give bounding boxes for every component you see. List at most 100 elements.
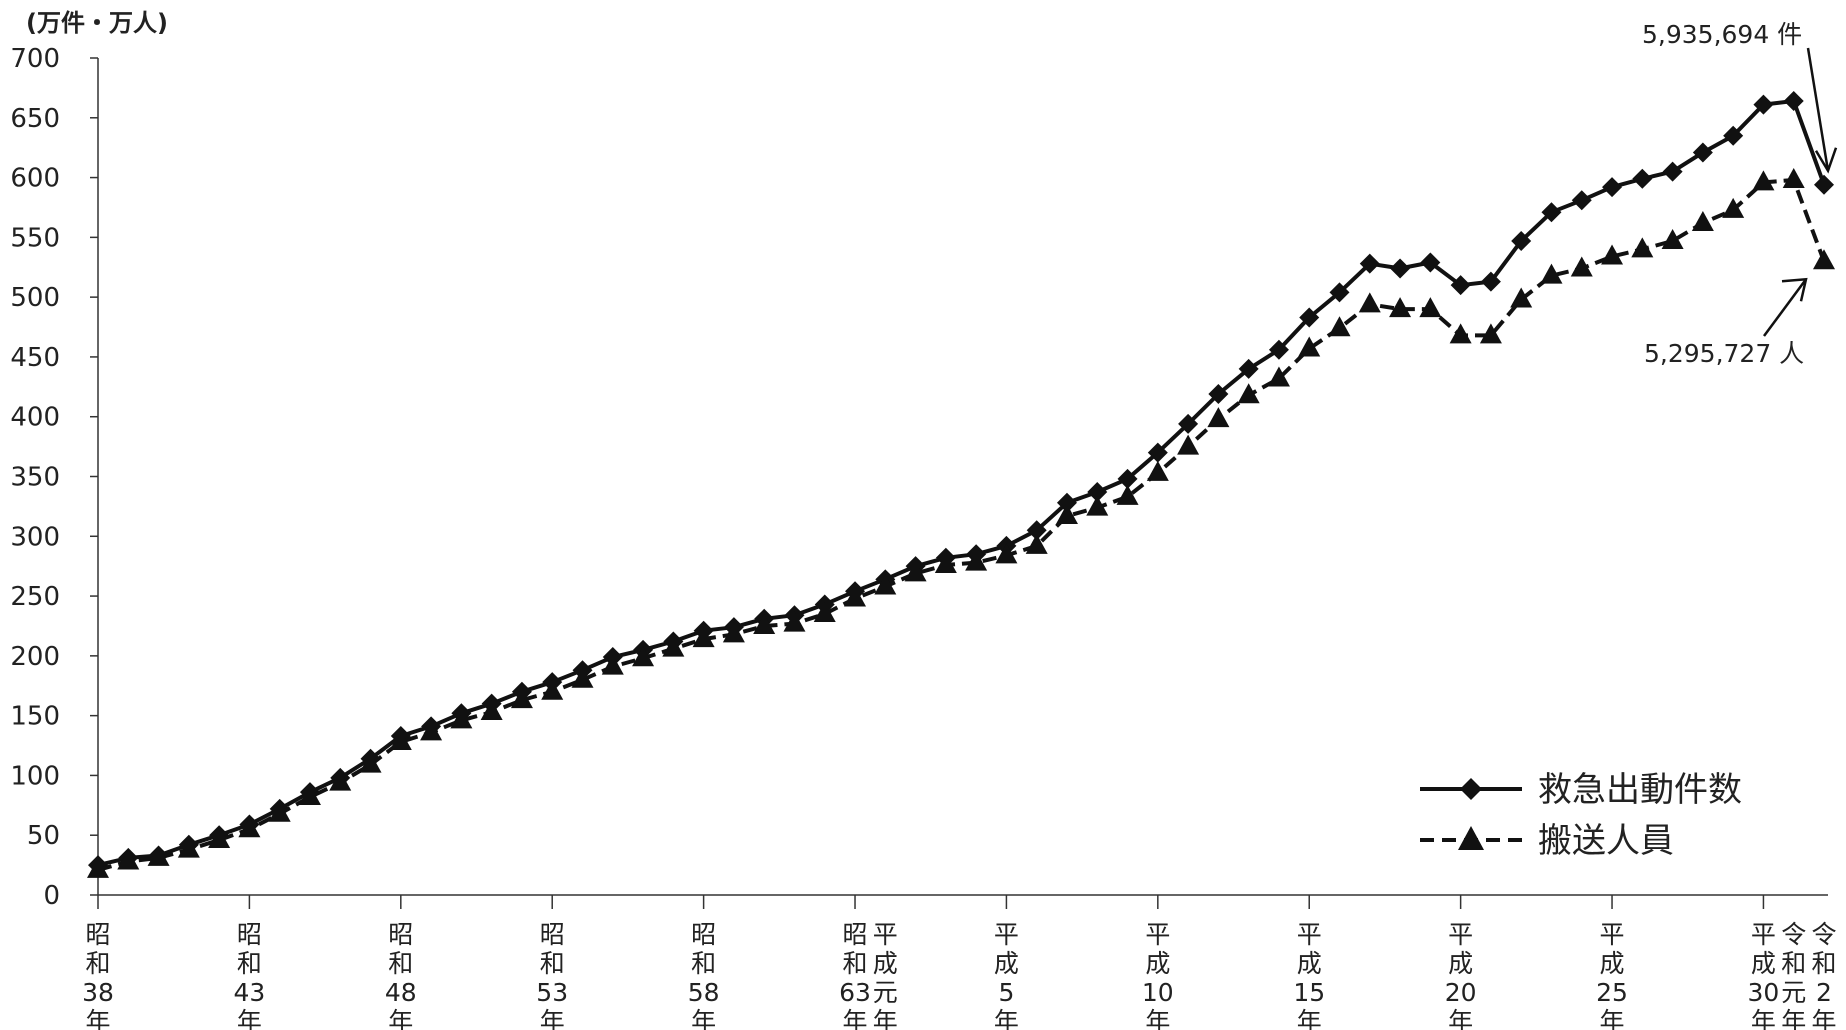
data-point-triangle: [1389, 297, 1412, 318]
x-tick-label: 43: [233, 978, 265, 1007]
x-tick-label: 成: [1600, 949, 1625, 978]
y-tick-label: 500: [10, 283, 60, 313]
data-point-triangle: [147, 845, 170, 866]
data-point-triangle: [1358, 292, 1381, 313]
x-tick-label: 成: [994, 949, 1019, 978]
data-point-triangle: [1328, 316, 1351, 337]
data-point-triangle: [87, 857, 109, 878]
x-tick-label: 年: [1297, 1007, 1322, 1030]
x-tick-label: 年: [1751, 1007, 1776, 1030]
data-point-triangle: [1661, 228, 1684, 249]
x-tick-label: 年: [994, 1007, 1019, 1030]
x-tick-label: 令: [1781, 920, 1806, 949]
data-point-triangle: [934, 552, 957, 573]
legend-label-dispatch: 救急出動件数: [1538, 770, 1742, 810]
annotation-arrow-count: [1806, 47, 1830, 171]
x-tick-label: 年: [85, 1007, 110, 1030]
data-point-diamond: [1056, 492, 1077, 513]
x-tick-label: 平: [1448, 920, 1473, 949]
data-point-diamond: [1814, 174, 1834, 195]
y-tick-label: 550: [10, 223, 60, 253]
data-point-diamond: [1511, 230, 1532, 251]
y-tick-label: 100: [10, 761, 60, 791]
data-point-diamond: [1026, 520, 1047, 541]
data-point-diamond: [1602, 177, 1623, 198]
x-tick-label: 2: [1816, 978, 1832, 1007]
x-tick-label: 令: [1811, 920, 1836, 949]
data-point-triangle: [1237, 383, 1260, 404]
data-point-triangle: [783, 611, 806, 632]
data-point-triangle: [1752, 170, 1775, 191]
x-tick-label: 平: [1145, 920, 1170, 949]
series-layer: [87, 91, 1835, 878]
data-point-triangle: [541, 679, 564, 700]
data-point-triangle: [1449, 323, 1472, 344]
x-tick-label: 年: [691, 1007, 716, 1030]
x-tick-label: 年: [1811, 1007, 1836, 1030]
annotation-layer: 5,935,694 件 5,295,727 人: [1642, 20, 1838, 368]
y-tick-label: 600: [10, 164, 60, 194]
data-point-triangle: [1570, 256, 1593, 277]
x-tick-label: 平: [873, 920, 898, 949]
x-tick-label: 25: [1596, 978, 1628, 1007]
legend: 救急出動件数 搬送人員: [1420, 770, 1742, 861]
annotation-arrowhead-count: [1814, 147, 1838, 174]
y-axis: 0 50 100 150 200 250 300 350 400 450 500 550 600 650 7…: [10, 44, 99, 911]
data-point-triangle: [177, 837, 200, 858]
data-point-triangle: [1146, 460, 1169, 481]
data-point-triangle: [1722, 197, 1745, 218]
data-point-triangle: [1177, 434, 1200, 455]
data-point-diamond: [1117, 468, 1138, 489]
x-tick-label: 年: [237, 1007, 262, 1030]
x-tick-label: 年: [1781, 1007, 1806, 1030]
data-point-diamond: [1208, 383, 1229, 404]
x-axis: 昭和38年昭和43年昭和48年昭和53年昭和58年昭和63年平成元年平成5年平成…: [82, 894, 1837, 1030]
data-point-triangle: [1025, 533, 1048, 554]
data-point-triangle: [571, 667, 594, 688]
y-tick-label: 700: [10, 44, 60, 74]
y-tick-label: 200: [10, 642, 60, 672]
data-point-triangle: [1419, 297, 1442, 318]
data-point-triangle: [1298, 336, 1321, 357]
x-tick-label: 38: [82, 978, 114, 1007]
data-point-diamond: [1087, 482, 1108, 503]
data-point-diamond: [1541, 202, 1562, 223]
x-tick-label: 成: [1145, 949, 1170, 978]
data-point-triangle: [844, 586, 867, 607]
annotation-persons-label: 5,295,727 人: [1644, 339, 1804, 368]
x-tick-label: 和: [540, 949, 565, 978]
x-tick-label: 10: [1142, 978, 1174, 1007]
x-tick-label: 5: [998, 978, 1014, 1007]
x-tick-label: 年: [843, 1007, 868, 1030]
y-tick-label: 150: [10, 702, 60, 732]
data-point-diamond: [1238, 358, 1259, 379]
data-point-triangle: [1813, 249, 1835, 270]
data-point-diamond: [1723, 125, 1744, 146]
x-tick-label: 昭: [237, 920, 262, 949]
data-point-triangle: [1267, 366, 1290, 387]
data-point-triangle: [995, 543, 1018, 564]
data-point-triangle: [420, 720, 443, 741]
data-point-triangle: [208, 827, 231, 848]
data-point-diamond: [1692, 142, 1713, 163]
data-point-triangle: [117, 849, 140, 870]
data-point-diamond: [1329, 282, 1350, 303]
y-tick-label: 400: [10, 403, 60, 433]
y-tick-label: 50: [27, 821, 60, 851]
data-point-triangle: [601, 654, 624, 675]
data-point-triangle: [1479, 323, 1502, 344]
data-point-diamond: [1178, 413, 1199, 434]
data-point-triangle: [1631, 237, 1654, 258]
data-point-triangle: [1510, 287, 1533, 308]
x-tick-label: 成: [1751, 949, 1776, 978]
data-point-triangle: [329, 770, 352, 791]
data-point-triangle: [904, 561, 927, 582]
data-point-triangle: [389, 729, 412, 750]
series-line-0: [97, 99, 1826, 868]
data-point-triangle: [874, 574, 897, 595]
data-point-triangle: [753, 613, 776, 634]
annotation-count-label: 5,935,694 件: [1642, 20, 1802, 49]
x-tick-label: 年: [1145, 1007, 1170, 1030]
x-tick-label: 年: [873, 1007, 898, 1030]
